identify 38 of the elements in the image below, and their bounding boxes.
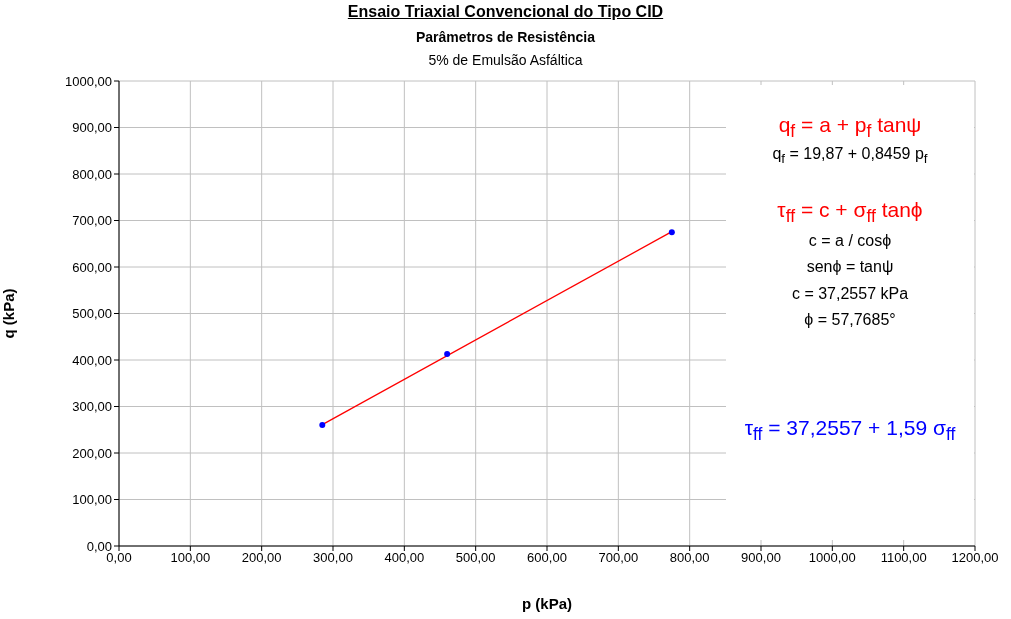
x-tick-label: 1100,00 xyxy=(880,550,927,566)
y-tick-label: 200,00 xyxy=(72,445,112,461)
x-tick-label: 800,00 xyxy=(669,550,710,566)
annotation: ϕ = 57,7685° xyxy=(803,310,897,330)
x-tick-label: 300,00 xyxy=(313,550,353,566)
chart-subtitle: Parâmetros de Resistência xyxy=(415,29,596,45)
x-tick-label: 100,00 xyxy=(170,550,211,566)
point xyxy=(319,422,326,429)
y-tick-label: 900,00 xyxy=(72,120,112,136)
annotation: q$_{f}$ = a + p$_{f}$ tanψ xyxy=(777,112,923,143)
y-axis-title: q (kPa) xyxy=(0,288,18,339)
chart-title: Ensaio Triaxial Convencional do Tipo CID xyxy=(346,3,665,21)
x-tick-label: 200,00 xyxy=(241,550,282,566)
annotation: q$_{f}$ = 19,87 + 0,8459 p$_{f}$ xyxy=(771,144,929,168)
y-tick-label: 1000,00 xyxy=(65,73,112,89)
x-tick-label: 700,00 xyxy=(598,550,639,566)
annotation: senϕ = tanψ xyxy=(805,257,895,277)
y-tick-label: 500,00 xyxy=(72,306,112,322)
x-tick-label: 400,00 xyxy=(384,550,425,566)
point xyxy=(668,229,675,236)
x-tick-label: 600,00 xyxy=(527,550,567,566)
x-axis-title: p (kPa) xyxy=(521,594,573,612)
y-tick-label: 100,00 xyxy=(72,492,112,508)
annotation: τ$_{ff}$ = 37,2557 + 1,59 σ$_{ff}$ xyxy=(743,415,957,446)
x-tick-label: 1000,00 xyxy=(808,550,856,566)
y-tick-label: 700,00 xyxy=(72,213,112,229)
y-tick-label: 300,00 xyxy=(72,399,112,415)
x-tick-label: 1200,00 xyxy=(951,550,999,566)
x-tick-label: 900,00 xyxy=(741,550,781,566)
y-tick-label: 600,00 xyxy=(72,259,112,275)
text: 5% de Emulsão Asfáltica xyxy=(427,52,584,68)
annotation: τ$_{ff}$ = c + σ$_{ff}$ tanϕ xyxy=(776,197,924,228)
y-tick-label: 400,00 xyxy=(72,352,112,368)
point xyxy=(444,350,451,357)
y-tick-label: 800,00 xyxy=(72,166,112,182)
x-tick-label: 500,00 xyxy=(455,550,496,566)
annotation: c = a / cosϕ xyxy=(807,231,893,251)
annotation: c = 37,2557 kPa xyxy=(790,284,910,304)
